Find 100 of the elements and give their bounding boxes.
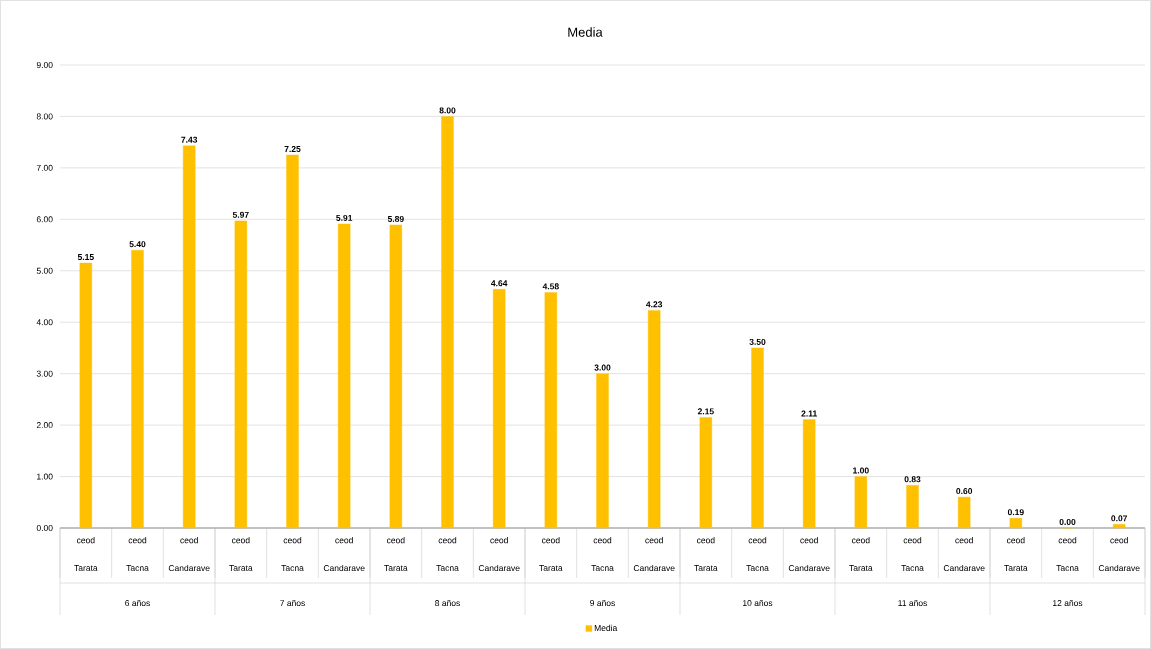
x-tick-label: ceod bbox=[76, 537, 95, 544]
bar bbox=[1009, 518, 1023, 529]
data-label: 5.91 bbox=[336, 214, 353, 221]
x-tick-label: ceod bbox=[1110, 537, 1128, 544]
data-label: 0.07 bbox=[1111, 515, 1128, 522]
x-tick-label: ceod bbox=[128, 537, 147, 544]
legend-label: Media bbox=[594, 624, 618, 632]
y-tick-label: 6.00 bbox=[36, 216, 53, 223]
y-tick-label: 5.00 bbox=[36, 267, 53, 274]
bar bbox=[699, 417, 713, 529]
x-tick-label: ceod bbox=[1058, 537, 1077, 544]
x-tick-label: ceod bbox=[645, 537, 663, 544]
text: Tarata bbox=[1004, 565, 1028, 571]
bar bbox=[751, 347, 764, 529]
y-tick-label: 2.00 bbox=[36, 422, 53, 429]
bar bbox=[802, 419, 816, 529]
data-label: 0.19 bbox=[1007, 509, 1024, 516]
chart-title: Media bbox=[568, 27, 603, 37]
text: Tacna bbox=[1056, 565, 1079, 571]
data-label: 5.97 bbox=[232, 211, 249, 218]
y-tick-label: 4.00 bbox=[36, 319, 53, 326]
data-label: 5.40 bbox=[129, 241, 146, 248]
x-tick-label: ceod bbox=[593, 537, 612, 544]
data-label: 0.60 bbox=[956, 488, 973, 495]
data-label: 0.00 bbox=[1059, 518, 1076, 525]
y-tick-label: 0.00 bbox=[36, 524, 53, 531]
bar bbox=[441, 116, 454, 529]
bar bbox=[182, 145, 196, 529]
bar bbox=[596, 373, 609, 529]
x-tick-label: ceod bbox=[180, 537, 198, 544]
text: Candarave bbox=[788, 564, 830, 572]
data-label: 0.83 bbox=[904, 476, 921, 483]
text: 6 años bbox=[125, 599, 150, 607]
bar bbox=[1112, 524, 1126, 529]
x-tick-label: ceod bbox=[335, 537, 353, 544]
y-tick-label: 1.00 bbox=[37, 473, 53, 480]
text: Tarata bbox=[694, 565, 718, 571]
x-tick-label: ceod bbox=[903, 537, 922, 544]
bar bbox=[854, 476, 868, 529]
y-tick-label: 3.00 bbox=[36, 370, 53, 377]
data-label: 4.58 bbox=[542, 283, 559, 290]
text: Candarave bbox=[1098, 564, 1140, 572]
data-label: 1.00 bbox=[853, 467, 869, 474]
data-label: 3.00 bbox=[594, 364, 611, 371]
text: 7 años bbox=[280, 599, 305, 607]
text: Tarata bbox=[229, 565, 253, 571]
text: Tacna bbox=[281, 565, 304, 571]
text: Candarave bbox=[943, 564, 985, 572]
x-tick-label: ceod bbox=[696, 537, 715, 544]
bar bbox=[389, 224, 403, 529]
x-tick-label: ceod bbox=[955, 537, 973, 544]
text: 11 años bbox=[898, 599, 927, 607]
y-tick-label: 8.00 bbox=[36, 113, 53, 120]
bar bbox=[492, 289, 506, 529]
bar bbox=[79, 262, 93, 529]
data-label: 4.23 bbox=[646, 301, 663, 308]
text: Tacna bbox=[126, 565, 149, 571]
bar bbox=[234, 220, 248, 529]
bar bbox=[957, 496, 971, 529]
text: Tacna bbox=[901, 565, 924, 571]
data-label: 5.89 bbox=[387, 215, 404, 222]
x-tick-label: ceod bbox=[541, 537, 560, 544]
x-tick-label: ceod bbox=[1006, 537, 1025, 544]
text: Tarata bbox=[74, 565, 98, 571]
text: 10 años bbox=[743, 599, 773, 607]
x-tick-label: ceod bbox=[283, 537, 302, 544]
text: Candarave bbox=[478, 564, 520, 572]
text: Tacna bbox=[746, 565, 769, 571]
x-tick-label: ceod bbox=[386, 537, 405, 544]
text: Tarata bbox=[849, 565, 873, 571]
data-label: 2.15 bbox=[697, 408, 714, 415]
x-tick-label: ceod bbox=[438, 537, 457, 544]
text: Tacna bbox=[591, 565, 614, 571]
data-label: 8.00 bbox=[439, 107, 456, 114]
text: Candarave bbox=[633, 564, 675, 572]
data-label: 7.25 bbox=[284, 145, 301, 152]
text: Tarata bbox=[384, 565, 408, 571]
x-tick-label: ceod bbox=[231, 537, 250, 544]
bar bbox=[337, 223, 351, 529]
text: 9 años bbox=[590, 599, 615, 607]
data-label: 5.15 bbox=[77, 254, 94, 261]
x-tick-label: ceod bbox=[490, 537, 508, 544]
bar bbox=[906, 485, 919, 529]
text: Candarave bbox=[323, 564, 365, 572]
x-tick-label: ceod bbox=[748, 537, 767, 544]
bar bbox=[647, 310, 661, 529]
bar bbox=[131, 250, 144, 529]
data-label: 2.11 bbox=[801, 410, 817, 417]
text: 8 años bbox=[435, 599, 460, 607]
text: 12 años bbox=[1053, 599, 1083, 607]
data-label: 4.64 bbox=[491, 280, 508, 287]
data-label: 7.43 bbox=[181, 136, 198, 143]
text: Tacna bbox=[436, 565, 459, 571]
text: Tarata bbox=[539, 565, 563, 571]
y-tick-label: 7.00 bbox=[36, 164, 53, 171]
bar bbox=[286, 154, 299, 529]
text: Candarave bbox=[168, 564, 210, 572]
bar bbox=[544, 292, 558, 529]
x-tick-label: ceod bbox=[800, 537, 818, 544]
data-label: 3.50 bbox=[749, 338, 766, 345]
